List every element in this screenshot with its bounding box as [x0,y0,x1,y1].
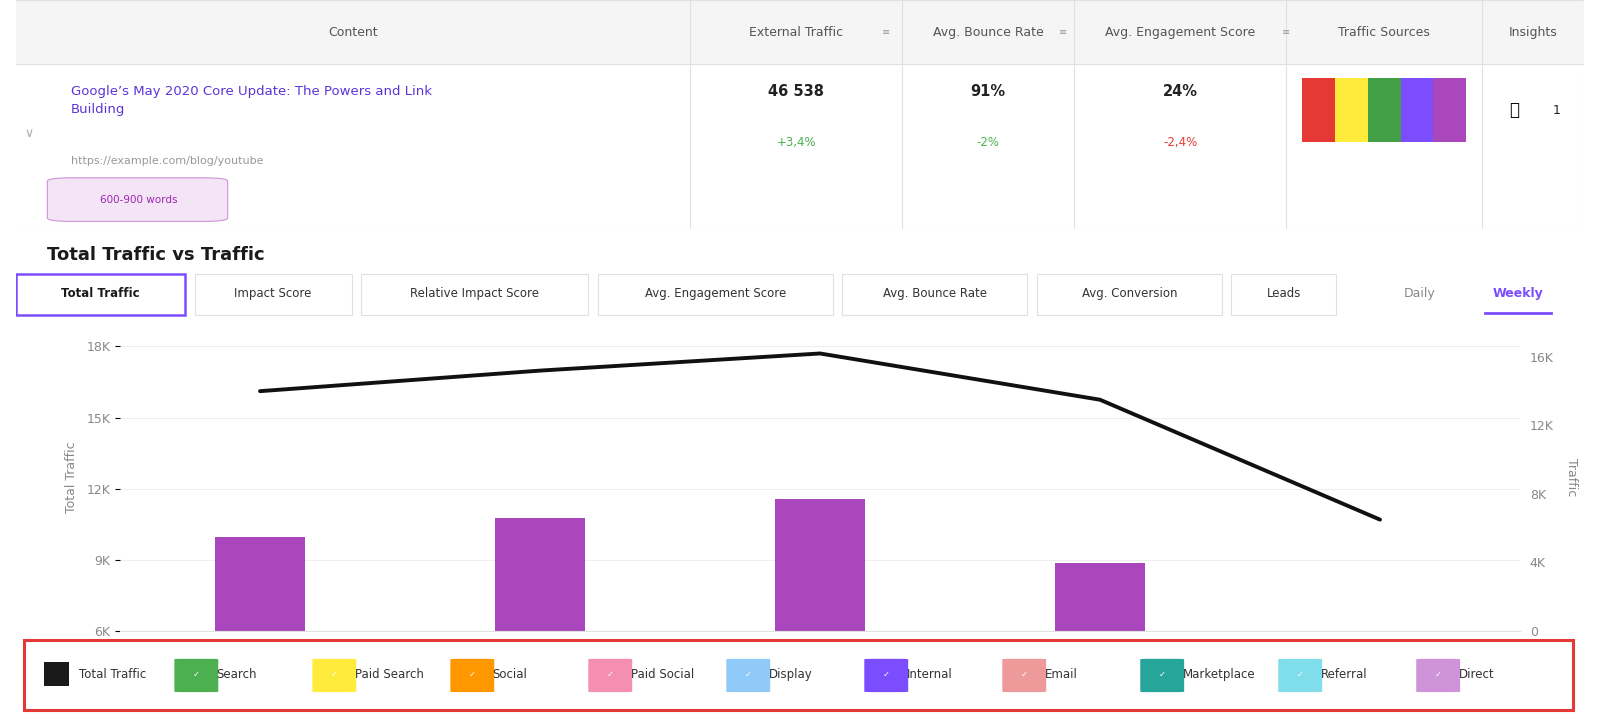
FancyBboxPatch shape [450,659,494,692]
Text: 💡: 💡 [1509,101,1520,119]
Text: Email: Email [1045,668,1077,681]
Text: Leads: Leads [1267,288,1301,300]
Bar [16,0,1584,65]
Text: Internal: Internal [907,668,952,681]
Text: Traffic Sources: Traffic Sources [1338,26,1430,39]
FancyBboxPatch shape [1278,659,1322,692]
Bar [1334,641,1426,717]
Bar [214,537,304,684]
Text: ✓: ✓ [744,670,752,679]
Text: ≡: ≡ [882,27,891,37]
Text: Impact Score: Impact Score [235,288,312,300]
Text: +3,4%: +3,4% [776,136,816,148]
Text: ≡: ≡ [1059,27,1067,37]
Text: Marketplace: Marketplace [1182,668,1256,681]
Text: 91%: 91% [971,85,1006,99]
Text: ✓: ✓ [883,670,890,679]
Bar [45,663,69,685]
Bar [1054,700,1144,717]
Text: Referral: Referral [1320,668,1368,681]
Bar [1368,78,1400,142]
FancyBboxPatch shape [362,274,589,315]
Text: Total Traffic: Total Traffic [61,288,139,300]
Text: Daily: Daily [1403,288,1435,300]
Text: Relative Impact Score: Relative Impact Score [410,288,539,300]
Text: ✓: ✓ [1021,670,1027,679]
Text: Total Traffic vs Traffic: Total Traffic vs Traffic [48,246,266,264]
Text: Weekly: Weekly [1493,288,1544,300]
Text: Paid Social: Paid Social [630,668,694,681]
FancyBboxPatch shape [1037,274,1222,315]
Text: Avg. Bounce Rate: Avg. Bounce Rate [933,26,1043,39]
FancyBboxPatch shape [842,274,1027,315]
FancyBboxPatch shape [1002,659,1046,692]
Text: ∨: ∨ [24,127,34,140]
Bar [1054,564,1144,694]
FancyBboxPatch shape [864,659,909,692]
Text: ✓: ✓ [1296,670,1304,679]
Text: Direct: Direct [1459,668,1494,681]
FancyBboxPatch shape [1141,659,1184,692]
Text: ✓: ✓ [469,670,475,679]
Text: ≡: ≡ [1282,27,1290,37]
Text: Avg. Bounce Rate: Avg. Bounce Rate [883,288,987,300]
FancyBboxPatch shape [1416,659,1461,692]
Text: Insights: Insights [1509,26,1557,39]
FancyBboxPatch shape [24,640,1573,710]
Text: ✓: ✓ [1435,670,1442,679]
Bar [1434,78,1467,142]
Y-axis label: Total Traffic: Total Traffic [66,441,78,513]
FancyBboxPatch shape [16,274,186,315]
Text: Social: Social [493,668,528,681]
Bar [1334,78,1368,142]
Bar [214,684,304,690]
FancyBboxPatch shape [48,178,227,222]
Text: 600-900 words: 600-900 words [99,194,178,204]
Text: Search: Search [216,668,258,681]
Text: Google’s May 2020 Core Update: The Powers and Link
Building: Google’s May 2020 Core Update: The Power… [70,85,432,116]
Text: Avg. Engagement Score: Avg. Engagement Score [1106,26,1256,39]
Bar [1400,78,1434,142]
Text: Avg. Engagement Score: Avg. Engagement Score [645,288,786,300]
Text: Display: Display [768,668,813,681]
FancyBboxPatch shape [1232,274,1336,315]
Text: -2,4%: -2,4% [1163,136,1197,148]
Text: Avg. Conversion: Avg. Conversion [1082,288,1178,300]
FancyBboxPatch shape [174,659,218,692]
Bar [214,690,304,717]
Text: Paid Search: Paid Search [355,668,424,681]
Text: Content: Content [328,26,378,39]
Text: External Traffic: External Traffic [749,26,843,39]
Text: -2%: -2% [976,136,1000,148]
Y-axis label: Traffic: Traffic [1565,457,1578,496]
Text: https://example.com/blog/youtube: https://example.com/blog/youtube [70,156,264,166]
Bar [496,684,586,690]
FancyBboxPatch shape [726,659,770,692]
Text: 24%: 24% [1163,85,1198,99]
Text: ✓: ✓ [1158,670,1166,679]
Bar [496,690,586,717]
Bar [776,499,866,684]
Text: ✓: ✓ [606,670,614,679]
Text: ✓: ✓ [194,670,200,679]
FancyBboxPatch shape [598,274,834,315]
Bar [496,518,586,684]
Bar [776,690,866,717]
Text: 1: 1 [1552,104,1560,117]
FancyBboxPatch shape [195,274,352,315]
Bar [1302,78,1334,142]
FancyBboxPatch shape [312,659,357,692]
Text: 46 538: 46 538 [768,85,824,99]
FancyBboxPatch shape [589,659,632,692]
Text: Total Traffic: Total Traffic [78,668,146,681]
Bar [776,684,866,690]
Bar [1054,694,1144,700]
Text: ✓: ✓ [331,670,338,679]
